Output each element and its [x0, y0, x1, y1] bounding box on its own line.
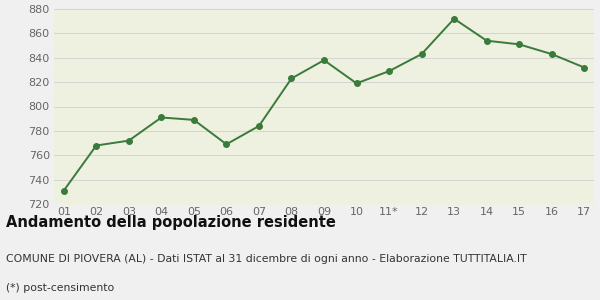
Text: Andamento della popolazione residente: Andamento della popolazione residente	[6, 214, 336, 230]
Text: COMUNE DI PIOVERA (AL) - Dati ISTAT al 31 dicembre di ogni anno - Elaborazione T: COMUNE DI PIOVERA (AL) - Dati ISTAT al 3…	[6, 254, 527, 263]
Text: (*) post-censimento: (*) post-censimento	[6, 283, 114, 292]
